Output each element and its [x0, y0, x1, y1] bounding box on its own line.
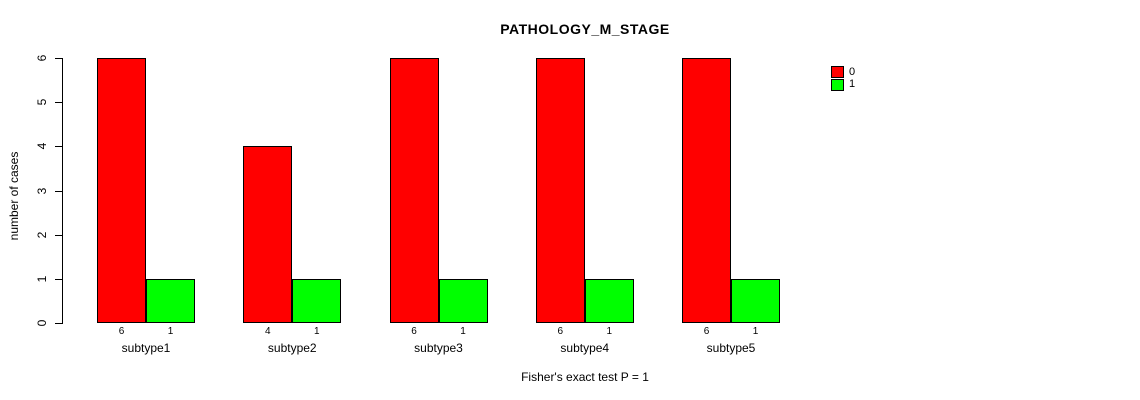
bar-subtype4-series-1	[584, 278, 634, 323]
y-tick	[55, 146, 62, 148]
category-label-subtype2: subtype2	[267, 341, 317, 355]
bar-count-label: 1	[752, 326, 759, 337]
bar-count-label: 1	[606, 326, 613, 337]
y-tick	[55, 190, 62, 192]
bar-subtype3-series-0	[389, 58, 439, 323]
bar-subtype5-series-1	[731, 278, 780, 323]
bar-count-label: 1	[167, 326, 174, 337]
legend-label: 0	[849, 65, 856, 78]
y-tick-label-text: 2	[35, 231, 49, 238]
y-tick-label-text: 3	[35, 187, 49, 194]
category-label-subtype3: subtype3	[414, 341, 463, 355]
bar-count-label: 6	[118, 326, 125, 337]
bar-count-label: 6	[703, 326, 710, 337]
caption: Fisher's exact test P = 1	[521, 370, 649, 384]
y-tick-label-text: 0	[35, 319, 49, 327]
category-label-subtype4: subtype4	[560, 341, 610, 355]
y-tick	[55, 323, 62, 324]
category-label-subtype5: subtype5	[706, 341, 756, 355]
bar-count-label: 6	[557, 326, 564, 337]
y-tick	[55, 278, 62, 280]
bar-count-label: 4	[264, 326, 271, 337]
y-tick-label-text: 4	[35, 142, 49, 150]
legend-swatch	[831, 66, 844, 79]
bar-subtype1-series-1	[146, 278, 195, 323]
y-tick-label-text: 1	[35, 275, 49, 283]
chart-title: PATHOLOGY_M_STAGE	[500, 21, 670, 37]
y-axis-line	[62, 58, 63, 324]
legend-entry: 1	[831, 78, 856, 92]
category-label-subtype1: subtype1	[121, 341, 171, 355]
y-tick-label-text: 6	[35, 54, 49, 62]
y-tick	[55, 102, 62, 104]
legend-entry: 0	[831, 66, 855, 79]
legend-swatch	[831, 78, 844, 91]
bar-subtype3-series-1	[438, 278, 488, 323]
bar-subtype2-series-0	[243, 146, 293, 323]
bar-count-label: 1	[313, 326, 320, 337]
y-tick	[55, 234, 62, 236]
y-tick	[55, 58, 62, 59]
y-tick-label-text: 5	[35, 98, 49, 106]
bar-subtype4-series-0	[535, 58, 585, 323]
bar-count-label: 6	[411, 326, 417, 337]
bar-subtype2-series-1	[292, 278, 342, 323]
y-axis-title-text: number of cases	[7, 151, 21, 241]
bar-count-label: 1	[460, 326, 466, 337]
legend-label: 1	[849, 78, 856, 91]
bar-subtype1-series-0	[97, 58, 146, 323]
bar-subtype5-series-0	[682, 58, 731, 323]
